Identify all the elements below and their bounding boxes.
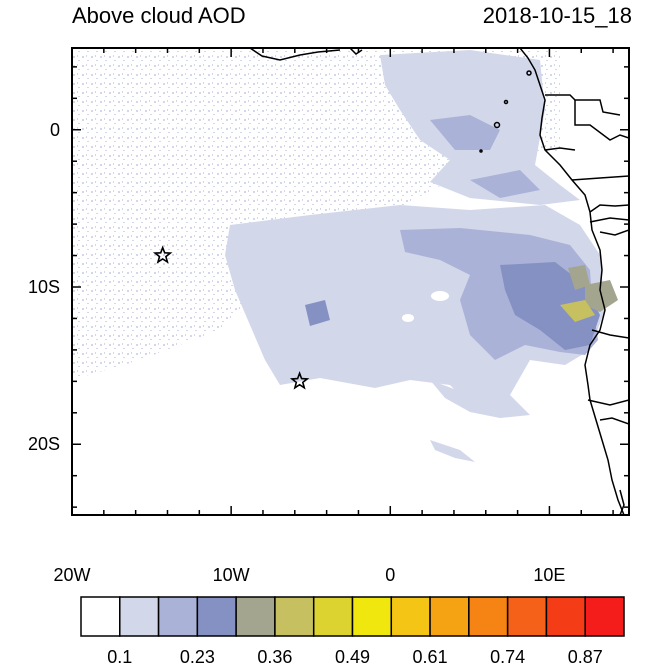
marker-layer bbox=[152, 245, 310, 390]
lat-tick-label: 10S bbox=[28, 277, 60, 297]
colorbar-swatch bbox=[196, 596, 237, 637]
colorbar-swatch bbox=[157, 596, 199, 637]
colorbar-label: 0.49 bbox=[335, 647, 370, 667]
colorbar-swatch bbox=[351, 596, 393, 637]
colorbar-swatch bbox=[80, 596, 121, 637]
colorbar-labels: 0.1 0.23 0.36 0.49 0.61 0.74 0.87 bbox=[107, 647, 602, 667]
colorbar bbox=[80, 596, 625, 637]
colorbar-label: 0.23 bbox=[180, 647, 215, 667]
lon-tick-label: 10E bbox=[533, 565, 565, 585]
colorbar-swatch bbox=[506, 596, 548, 637]
lon-tick-label: 0 bbox=[385, 565, 395, 585]
colorbar-swatch bbox=[429, 596, 470, 637]
colorbar-label: 0.36 bbox=[257, 647, 292, 667]
tick-marks bbox=[71, 48, 629, 515]
colorbar-swatch bbox=[545, 596, 586, 637]
colorbar-label: 0.74 bbox=[490, 647, 525, 667]
coastline bbox=[249, 48, 629, 515]
colorbar-label: 0.87 bbox=[568, 647, 603, 667]
colorbar-swatch bbox=[390, 596, 431, 637]
star-marker bbox=[289, 371, 310, 390]
colorbar-label: 0.61 bbox=[413, 647, 448, 667]
colorbar-swatch bbox=[584, 596, 625, 637]
lat-tick-label: 20S bbox=[28, 434, 60, 454]
lon-tick-label: 10W bbox=[213, 565, 250, 585]
colorbar-swatch bbox=[119, 596, 160, 637]
colorbar-swatch bbox=[312, 596, 354, 637]
map-title: Above cloud AOD bbox=[72, 3, 246, 28]
aod-field bbox=[72, 48, 618, 462]
colorbar-label: 0.1 bbox=[107, 647, 132, 667]
colorbar-swatch bbox=[235, 596, 276, 637]
colorbar-swatch bbox=[468, 596, 509, 637]
colorbar-swatch bbox=[274, 596, 315, 637]
plot-frame bbox=[71, 47, 630, 516]
star-marker bbox=[152, 245, 173, 264]
lon-tick-label: 20W bbox=[53, 565, 90, 585]
lat-tick-label: 0 bbox=[50, 120, 60, 140]
tick-labels: 20W 10W 0 10E 0 10S 20S bbox=[28, 120, 565, 585]
map-datetime: 2018-10-15_18 bbox=[482, 3, 632, 28]
